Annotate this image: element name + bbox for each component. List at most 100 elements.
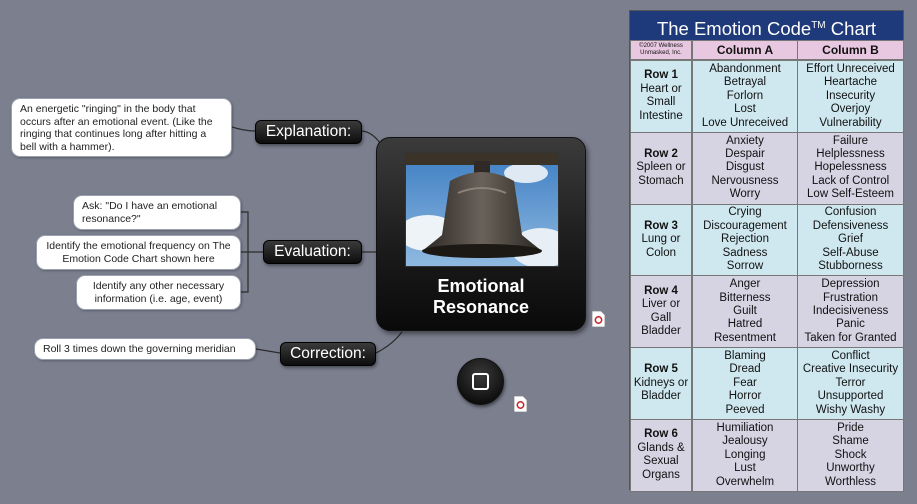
chart-title: The Emotion CodeTM Chart: [630, 11, 903, 40]
trademark-mark: TM: [811, 20, 826, 31]
row-organ: Liver or: [641, 298, 681, 311]
emotion-item: Rejection: [721, 233, 769, 246]
emotion-item: Discouragement: [703, 219, 787, 232]
emotion-item: Failure: [832, 134, 869, 147]
emotion-item: Anger: [729, 278, 761, 291]
row-number: Row 6: [644, 428, 678, 441]
row-organ: Bladder: [641, 325, 681, 338]
chart-column-a-cell: Anger Bitterness Guilt Hatred Resentment: [692, 275, 798, 349]
pdf-attachment-icon[interactable]: [592, 311, 605, 327]
topic-explanation[interactable]: Explanation:: [255, 120, 362, 144]
chart-column-a-cell: Humiliation Jealousy Longing Lust Overwhelm: [692, 419, 798, 492]
evaluation-other-note: Identify any other necessary information…: [76, 275, 241, 310]
emotion-item: Hatred: [727, 318, 763, 331]
chart-column-a-cell: Anxiety Despair Disgust Nervousness Worry: [692, 131, 798, 205]
emotion-item: Depression: [821, 278, 880, 291]
chart-column-a-cell: Crying Discouragement Rejection Sadness Sorr…: [692, 203, 798, 277]
row-organ: Gall: [650, 311, 672, 324]
row-organ: Intestine: [639, 109, 683, 122]
chart-column-b-cell: Effort Unreceived Heartache Insecurity Over…: [797, 60, 904, 133]
emotion-item: Low Self-Esteem: [807, 188, 894, 201]
chart-row-label: Row 2 Spleen or Stomach: [630, 131, 692, 205]
row-organ: Sexual: [643, 455, 679, 468]
emotion-item: Terror: [835, 376, 866, 389]
emotion-item: Insecurity: [825, 89, 876, 102]
emotion-item: Creative Insecurity: [802, 363, 899, 376]
emotion-item: Heartache: [823, 76, 878, 89]
emotion-item: Longing: [724, 448, 766, 461]
emotion-item: Self-Abuse: [822, 246, 879, 259]
emotion-item: Vulnerability: [819, 116, 882, 129]
emotion-item: Effort Unreceived: [806, 62, 895, 75]
emotion-code-chart: The Emotion CodeTM Chart ©2007 Wellness …: [629, 10, 904, 492]
emotion-item: Worthless: [825, 475, 876, 488]
row-organ: Organs: [642, 468, 680, 481]
row-organ: Bladder: [641, 390, 681, 403]
emotion-item: Sadness: [722, 246, 768, 259]
chart-row-label: Row 5 Kidneys or Bladder: [630, 347, 692, 420]
pdf-attachment-icon[interactable]: [514, 396, 527, 412]
emotion-item: Guilt: [733, 305, 757, 318]
row-organ: Colon: [645, 246, 677, 259]
emotion-item: Humiliation: [716, 421, 774, 434]
chart-row-label: Row 3 Lung or Colon: [630, 203, 692, 277]
emotion-item: Disgust: [725, 161, 765, 174]
column-b-header: Column B: [797, 40, 904, 60]
emotion-item: Wishy Washy: [815, 403, 886, 416]
emotion-item: Despair: [725, 148, 765, 161]
row-organ: Small: [646, 96, 676, 109]
emotion-item: Taken for Granted: [804, 331, 897, 344]
emotion-item: Love Unreceived: [701, 116, 789, 129]
emotion-item: Nervousness: [711, 174, 779, 187]
emotion-item: Lost: [734, 103, 756, 116]
emotion-item: Hopelessness: [814, 161, 887, 174]
emotion-item: Forlorn: [726, 89, 764, 102]
emotion-item: Peeved: [725, 403, 765, 416]
topic-evaluation[interactable]: Evaluation:: [263, 240, 362, 264]
evaluation-identify-note: Identify the emotional frequency on The …: [36, 235, 241, 270]
emotion-item: Helplessness: [816, 148, 885, 161]
chart-column-b-cell: Failure Helplessness Hopelessness Lack of C…: [797, 131, 904, 205]
emotion-item: Crying: [728, 206, 762, 219]
emotion-item: Indecisiveness: [812, 305, 889, 318]
emotion-item: Sorrow: [726, 260, 764, 273]
emotion-item: Unsupported: [817, 390, 884, 403]
emotion-item: Pride: [837, 421, 864, 434]
bell-image: [405, 152, 559, 267]
row-number: Row 5: [644, 363, 678, 376]
row-organ: Spleen or: [636, 161, 686, 174]
emotion-item: Abandonment: [709, 62, 781, 75]
chart-column-a-cell: Abandonment Betrayal Forlorn Lost Love Unrec…: [692, 60, 798, 133]
row-number: Row 4: [644, 284, 678, 297]
emotion-item: Betrayal: [723, 76, 767, 89]
chart-column-b-cell: Conflict Creative Insecurity Terror Unsuppo…: [797, 347, 904, 420]
chart-column-b-cell: Depression Frustration Indecisiveness Panic…: [797, 275, 904, 349]
chart-column-b-cell: Pride Shame Shock Unworthy Worthless: [797, 419, 904, 492]
emotion-item: Lust: [734, 462, 756, 475]
emotion-item: Worry: [729, 188, 761, 201]
emotion-item: Overwhelm: [715, 475, 775, 488]
emotion-item: Defensiveness: [812, 219, 889, 232]
chart-copyright: ©2007 Wellness Unmasked, Inc.: [630, 40, 692, 60]
emotion-item: Bitterness: [719, 291, 771, 304]
row-organ: Glands &: [637, 441, 685, 454]
emotion-item: Blaming: [724, 350, 766, 363]
column-a-header: Column A: [692, 40, 798, 60]
square-icon: [472, 373, 489, 390]
row-number: Row 2: [644, 147, 678, 160]
emotion-item: Conflict: [831, 350, 870, 363]
chart-row-label: Row 4 Liver or Gall Bladder: [630, 275, 692, 349]
central-topic[interactable]: Emotional Resonance: [376, 137, 586, 331]
central-title-line2: Resonance: [432, 297, 530, 317]
emotion-item: Anxiety: [726, 134, 764, 147]
emotion-item: Grief: [838, 233, 863, 246]
topic-correction[interactable]: Correction:: [280, 342, 376, 366]
emotion-item: Overjoy: [830, 103, 871, 116]
emotion-item: Frustration: [823, 291, 878, 304]
emotion-item: Dread: [729, 363, 761, 376]
central-title-line1: Emotional: [437, 276, 525, 296]
row-organ: Heart or: [640, 82, 682, 95]
emotion-item: Shame: [832, 435, 869, 448]
floating-topic-button[interactable]: [457, 358, 504, 405]
row-number: Row 1: [644, 69, 678, 82]
